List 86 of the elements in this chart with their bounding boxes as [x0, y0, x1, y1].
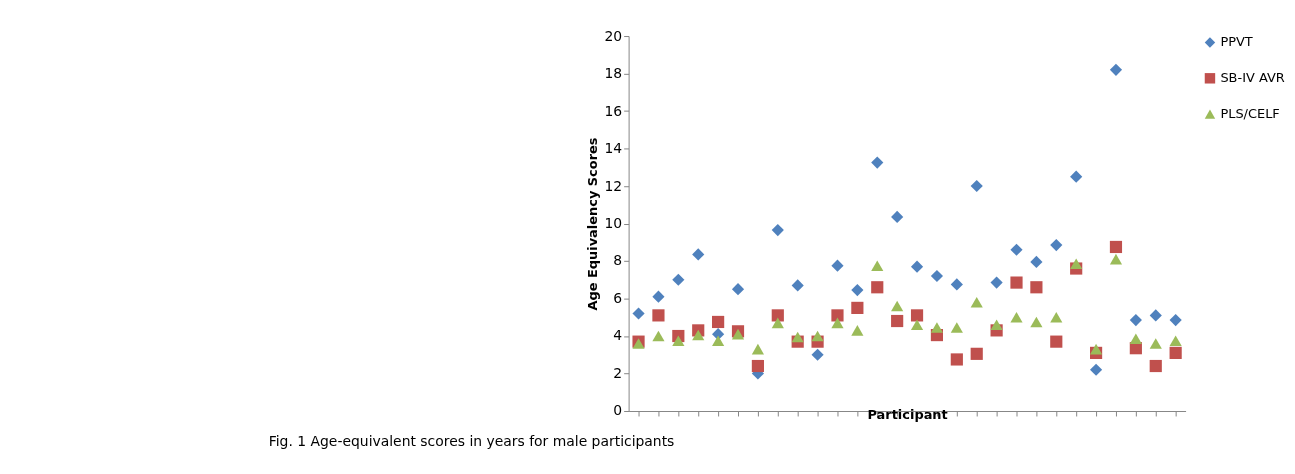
point: [791, 279, 804, 292]
point: [632, 307, 645, 320]
point: [871, 156, 884, 169]
legend-label: SB-IV AVR: [1220, 70, 1285, 86]
y-tick-label: 4: [613, 327, 623, 344]
point: [712, 335, 725, 346]
point: [1089, 363, 1103, 376]
point: [1050, 335, 1063, 348]
point: [1050, 238, 1063, 252]
y-tick-label: 2: [613, 364, 623, 381]
point: [652, 309, 665, 322]
point: [871, 281, 884, 294]
y-axis-title: Age Equivalency Scores: [585, 137, 601, 311]
point: [851, 325, 864, 336]
point: [731, 283, 745, 296]
point: [712, 315, 725, 329]
point: [1169, 313, 1182, 327]
point: [1089, 343, 1103, 355]
point: [1149, 359, 1162, 373]
point: [771, 224, 784, 237]
point: [1109, 240, 1123, 254]
legend-label: PPVT: [1220, 34, 1253, 50]
point: [1050, 311, 1063, 323]
point: [831, 259, 844, 272]
point: [771, 317, 784, 329]
y-tick-label: 8: [613, 252, 623, 269]
point: [751, 359, 764, 373]
point: [930, 322, 944, 333]
point: [950, 322, 963, 333]
point: [811, 348, 824, 361]
point: [970, 179, 983, 193]
point: [831, 309, 844, 322]
legend-label: PLS/CELF: [1220, 106, 1280, 122]
y-tick-label: 18: [604, 65, 623, 82]
point: [1129, 313, 1142, 327]
point: [1010, 311, 1023, 323]
point: [1070, 170, 1083, 183]
point: [910, 260, 924, 273]
point: [1030, 281, 1043, 294]
point: [791, 331, 804, 343]
point: [652, 290, 665, 303]
point: [990, 276, 1003, 289]
point: [950, 353, 963, 366]
point: [990, 319, 1003, 331]
point: [672, 273, 685, 286]
point: [970, 296, 983, 308]
point: [692, 248, 705, 261]
point: [692, 329, 705, 341]
point: [910, 319, 924, 331]
point: [930, 269, 944, 283]
point: [771, 309, 784, 322]
point: [970, 347, 983, 360]
point: [1010, 276, 1023, 289]
point: [811, 330, 824, 342]
point: [1149, 309, 1162, 322]
point: [1030, 255, 1043, 269]
point: [891, 314, 904, 328]
point: [851, 301, 864, 314]
point: [1010, 243, 1023, 256]
point: [831, 317, 844, 329]
point: [1129, 333, 1142, 345]
point: [871, 260, 884, 271]
y-tick-label: 20: [604, 27, 623, 44]
point: [1030, 316, 1043, 328]
point: [672, 335, 685, 346]
caption: Fig. 1 Age-equivalent scores in years for male participants: [268, 433, 675, 450]
y-tick-label: 16: [604, 102, 623, 119]
point: [1070, 258, 1083, 270]
point: [1169, 346, 1182, 359]
y-tick-label: 0: [613, 402, 623, 419]
point: [1169, 335, 1182, 346]
y-tick-label: 14: [604, 140, 623, 157]
point: [891, 300, 904, 312]
point: [1149, 338, 1162, 349]
point: [652, 330, 665, 342]
y-tick-label: 12: [604, 177, 623, 194]
y-tick-label: 10: [604, 215, 623, 231]
point: [891, 210, 904, 224]
point: [851, 283, 864, 297]
point: [910, 309, 924, 322]
point: [950, 278, 963, 291]
x-axis-title: Participant: [867, 406, 948, 422]
point: [1109, 253, 1123, 265]
y-tick-label: 6: [613, 289, 623, 306]
point: [751, 343, 764, 355]
point: [1109, 63, 1123, 76]
